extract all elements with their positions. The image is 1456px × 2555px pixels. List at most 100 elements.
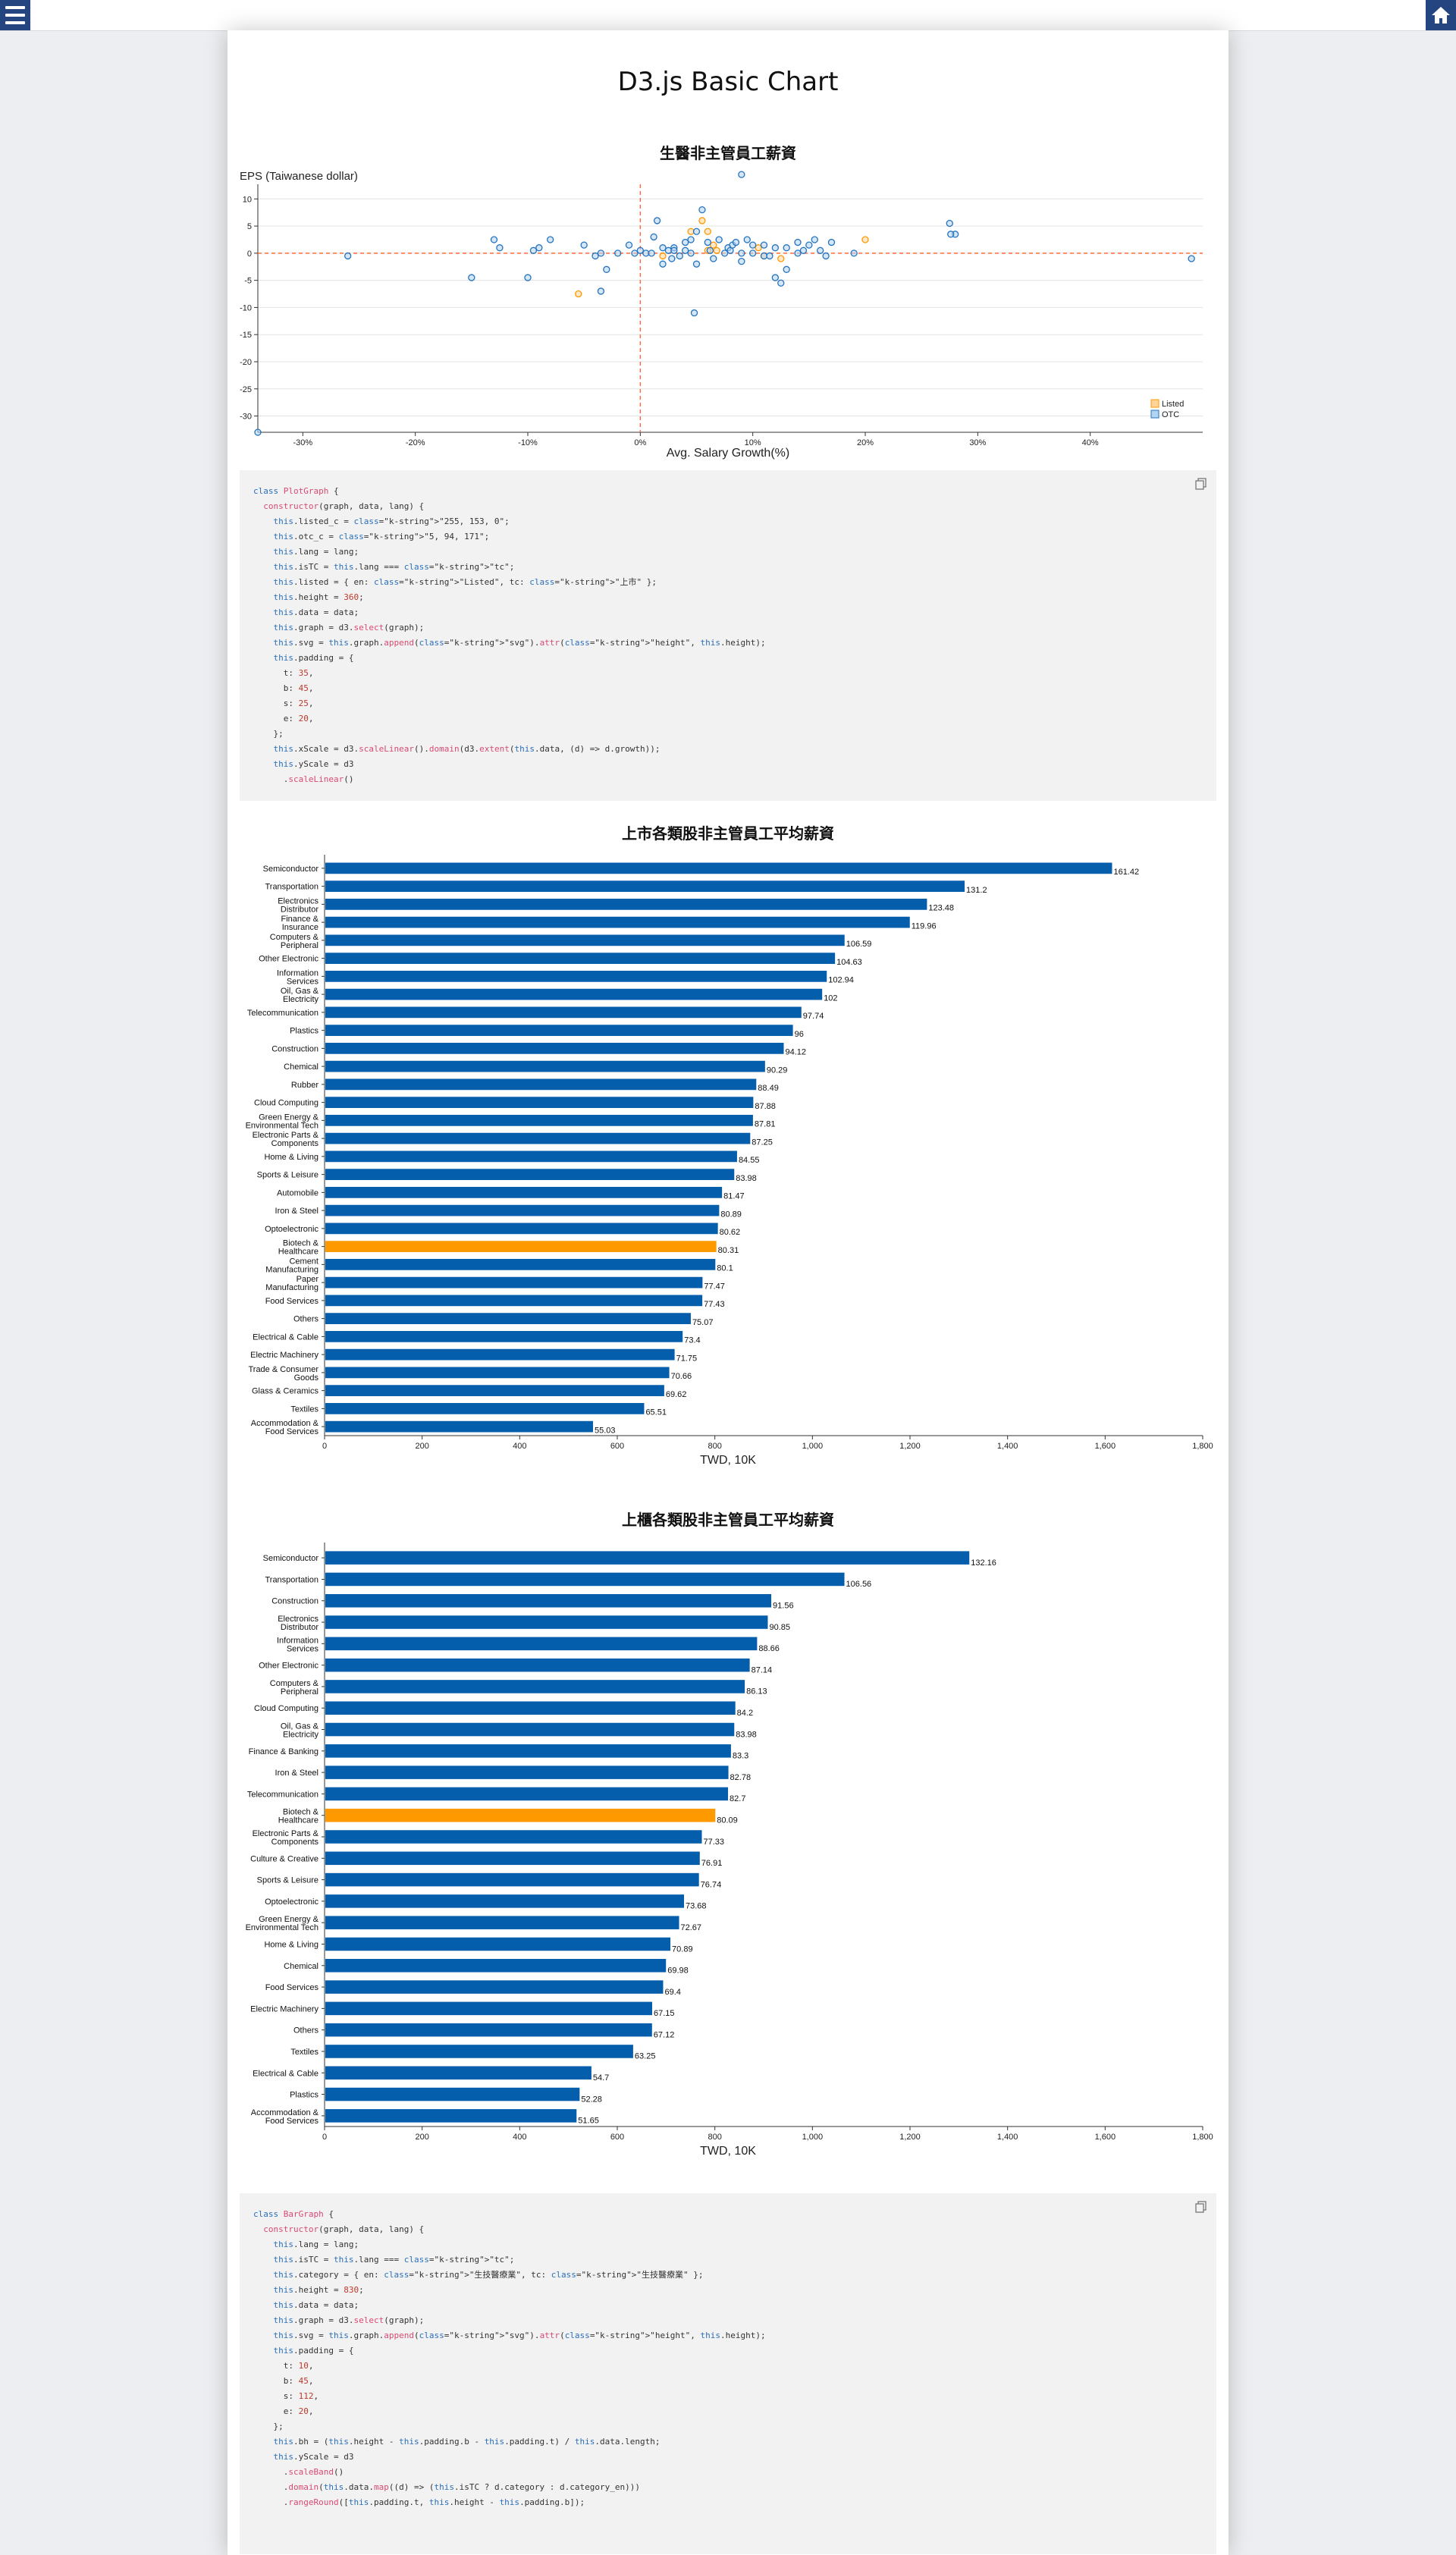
scatter-point-otc xyxy=(496,244,504,252)
scatter-point-otc xyxy=(690,309,698,317)
bar xyxy=(325,1787,729,1801)
code-line: this.yScale = d3 xyxy=(273,759,354,769)
code-line: this.graph = d3.select(graph); xyxy=(273,2315,425,2325)
code-line: this.height = 830; xyxy=(273,2285,364,2295)
bar xyxy=(325,1097,754,1108)
scatter-point-listed xyxy=(777,255,785,262)
bar xyxy=(325,1701,736,1715)
bar-value-label: 80.1 xyxy=(717,1264,733,1273)
bar-value-label: 88.66 xyxy=(758,1644,780,1653)
bar-value-label: 82.78 xyxy=(730,1773,752,1782)
code-line: this.yScale = d3 xyxy=(273,2452,354,2462)
bar xyxy=(325,2001,652,2016)
scatter-chart-title: 生醫非主管員工薪資 xyxy=(660,144,796,162)
bar-value-label: 94.12 xyxy=(786,1048,807,1057)
x-tick-label: 40% xyxy=(1082,438,1099,447)
copy-icon[interactable] xyxy=(1194,476,1209,491)
x-tick-label: 200 xyxy=(415,2133,428,2142)
bar xyxy=(325,1348,675,1361)
code-line: class PlotGraph { xyxy=(253,486,339,496)
x-tick-label: 1,200 xyxy=(899,1442,921,1451)
scatter-point-otc xyxy=(692,228,701,235)
copy-icon[interactable] xyxy=(1194,2199,1209,2214)
code-line: .scaleBand() xyxy=(253,2467,344,2477)
x-tick-label: 600 xyxy=(610,1442,624,1451)
scatter-point-otc xyxy=(946,219,953,228)
bar-value-label: 55.03 xyxy=(595,1426,616,1435)
bar xyxy=(325,1551,970,1565)
y-axis-label: EPS (Taiwanese dollar) xyxy=(240,170,358,183)
category-label: Iron & Steel xyxy=(275,1207,318,1216)
code-line: }; xyxy=(253,729,284,739)
category-label: Others xyxy=(293,2026,319,2036)
bar-value-label: 102.94 xyxy=(828,976,854,985)
bar-value-label: 86.13 xyxy=(746,1687,767,1697)
code-line: s: 25, xyxy=(253,698,314,708)
code-line: this.xScale = d3.scaleLinear().domain(d3… xyxy=(273,744,661,754)
code-lines: class BarGraph { constructor(graph, data… xyxy=(253,2207,1203,2510)
category-label: Finance & Banking xyxy=(249,1747,318,1756)
x-tick-label: 1,000 xyxy=(802,2133,824,2142)
x-tick-label: 400 xyxy=(513,2133,526,2142)
menu-button[interactable] xyxy=(0,0,30,30)
bar xyxy=(325,1851,700,1866)
bar-value-label: 106.56 xyxy=(846,1580,872,1589)
code-line: .rangeRound([this.padding.t, this.height… xyxy=(253,2497,585,2507)
scatter-point-otc xyxy=(682,238,689,246)
bar-value-label: 76.91 xyxy=(701,1859,723,1868)
category-label: Electricity xyxy=(283,1731,319,1740)
bar-value-label: 81.47 xyxy=(723,1192,745,1201)
x-axis-label: TWD, 10K xyxy=(700,2145,756,2158)
bar-value-label: 77.47 xyxy=(704,1282,725,1291)
x-tick-label: 1,800 xyxy=(1192,1442,1213,1451)
bar-value-label: 131.2 xyxy=(966,886,987,895)
y-tick-label: 0 xyxy=(247,250,252,259)
bar-value-label: 80.31 xyxy=(718,1246,739,1255)
home-button[interactable] xyxy=(1426,0,1456,30)
code-line: this.padding = { xyxy=(273,653,354,663)
legend-label-listed: Listed xyxy=(1162,400,1184,409)
bar-value-label: 80.62 xyxy=(720,1228,741,1237)
scatter-point-otc xyxy=(715,236,723,243)
scatter-point-otc xyxy=(625,241,633,249)
bar-otc-chart-title: 上櫃各類股非主管員工平均薪資 xyxy=(622,1511,834,1529)
x-tick-label: 20% xyxy=(857,438,874,447)
scatter-point-otc xyxy=(794,238,802,246)
bar-chart-listed: 161.42 Semiconductor 131.2 Transportation 12… xyxy=(246,855,1213,1467)
bar xyxy=(325,1615,768,1629)
bar-value-label: 83.98 xyxy=(736,1730,757,1739)
bar-value-label: 87.14 xyxy=(752,1665,773,1675)
code-line: constructor(graph, data, lang) { xyxy=(263,501,425,511)
bar xyxy=(325,1722,735,1737)
scatter-point-otc xyxy=(1188,255,1195,262)
bar xyxy=(325,1572,845,1587)
scatter-point-otc xyxy=(682,246,689,254)
scatter-point-otc xyxy=(947,231,955,238)
category-label: Computers & xyxy=(270,1679,319,1688)
bar xyxy=(325,1187,723,1198)
bar xyxy=(325,899,927,910)
code-line: this.bh = (this.height - this.padding.b … xyxy=(273,2437,661,2447)
bar-value-label: 63.25 xyxy=(635,2052,656,2061)
scatter-point-otc xyxy=(822,252,830,260)
scatter-point-otc xyxy=(535,244,543,252)
x-tick-label: 0% xyxy=(634,438,646,447)
bar-value-label: 119.96 xyxy=(912,921,937,931)
code-line: e: 20, xyxy=(253,714,314,723)
category-label: Food Services xyxy=(265,1983,319,1992)
x-tick-label: 1,600 xyxy=(1095,1442,1116,1451)
category-label: Cloud Computing xyxy=(254,1099,318,1108)
bar xyxy=(325,1872,699,1887)
bar xyxy=(325,1830,702,1844)
scatter-point-otc xyxy=(771,274,779,281)
scatter-point-otc xyxy=(659,244,667,252)
bar-value-label: 72.67 xyxy=(681,1923,702,1932)
x-axis-label: TWD, 10K xyxy=(700,1454,756,1467)
scatter-point-otc xyxy=(850,250,858,257)
scatter-point-listed xyxy=(698,217,706,224)
top-bar xyxy=(0,0,1456,31)
bar-value-label: 84.55 xyxy=(739,1156,760,1165)
category-label: Rubber xyxy=(291,1081,318,1090)
bar xyxy=(325,2045,633,2058)
scatter-point-otc xyxy=(650,233,657,241)
